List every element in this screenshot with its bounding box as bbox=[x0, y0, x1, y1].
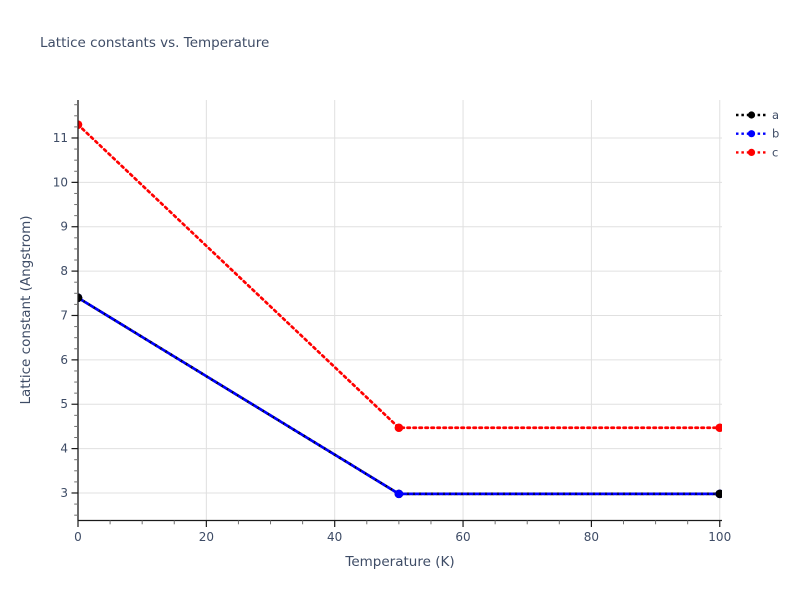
y-axis-label: Lattice constant (Angstrom) bbox=[18, 215, 34, 404]
y-tick-label: 3 bbox=[60, 486, 68, 500]
series-b-line bbox=[78, 296, 722, 496]
legend: a b c bbox=[736, 108, 779, 159]
y-tick-label: 7 bbox=[60, 308, 68, 322]
series-c-marker bbox=[715, 423, 722, 433]
x-tick-label: 40 bbox=[327, 530, 342, 544]
x-tick-label: 20 bbox=[199, 530, 214, 544]
series-c-marker bbox=[394, 423, 404, 433]
y-tick-label: 11 bbox=[53, 131, 68, 145]
y-tick-label: 6 bbox=[60, 353, 68, 367]
x-tick-label: 80 bbox=[584, 530, 599, 544]
series-c-line bbox=[78, 123, 722, 430]
x-tick-label: 0 bbox=[74, 530, 82, 544]
y-tick-label: 9 bbox=[60, 220, 68, 234]
legend-label-c: c bbox=[772, 145, 778, 159]
legend-item-a: a bbox=[736, 108, 779, 122]
x-tick-label: 60 bbox=[455, 530, 470, 544]
series-a-marker bbox=[715, 489, 722, 499]
y-tick-label: 4 bbox=[60, 442, 68, 456]
y-tick-label: 8 bbox=[60, 264, 68, 278]
x-axis-label: Temperature (K) bbox=[344, 554, 454, 570]
series-c-marker bbox=[78, 120, 83, 129]
legend-marker-b bbox=[747, 130, 756, 138]
legend-item-c: c bbox=[736, 145, 778, 159]
series-a-line bbox=[78, 296, 722, 496]
legend-item-b: b bbox=[736, 127, 779, 141]
tick-labels: 0 20 40 60 80 100 3 4 5 6 7 8 9 10 11 bbox=[53, 131, 731, 544]
x-tick-label: 100 bbox=[708, 530, 731, 544]
y-tick-label: 5 bbox=[60, 397, 68, 411]
chart-title: Lattice constants vs. Temperature bbox=[40, 35, 269, 51]
legend-marker-a bbox=[747, 111, 756, 119]
series-b-marker bbox=[394, 489, 404, 499]
legend-marker-c bbox=[747, 148, 756, 156]
axes bbox=[71, 100, 722, 527]
series-a-marker bbox=[78, 293, 83, 303]
y-tick-label: 10 bbox=[53, 175, 68, 189]
legend-label-b: b bbox=[772, 127, 779, 141]
data-series bbox=[78, 120, 722, 499]
legend-label-a: a bbox=[772, 108, 779, 122]
gridlines bbox=[78, 100, 722, 521]
